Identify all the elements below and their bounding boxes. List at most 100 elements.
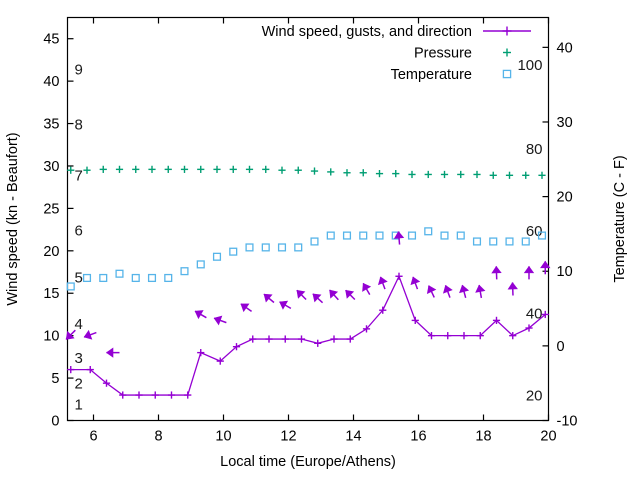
data-point	[82, 273, 92, 283]
data-point	[346, 335, 354, 343]
data-point	[538, 171, 546, 179]
data-point	[261, 243, 270, 252]
data-point	[392, 170, 400, 178]
y-tick-label: 15	[43, 286, 59, 302]
data-point	[492, 316, 501, 324]
data-point	[232, 343, 241, 351]
data-point	[277, 243, 287, 252]
data-point	[314, 339, 322, 347]
wind-direction-arrow	[296, 289, 307, 301]
y-tick-label: 0	[51, 414, 59, 430]
wind-direction-arrow	[523, 265, 535, 280]
wind-direction-arrow	[329, 289, 339, 301]
legend-label: Pressure	[414, 46, 472, 62]
wind-direction-arrow	[442, 284, 453, 298]
data-point	[476, 332, 484, 340]
fahrenheit-scale-label: 100	[517, 57, 542, 74]
data-point	[509, 332, 517, 340]
fahrenheit-scale-label: 80	[526, 141, 543, 158]
data-point	[86, 365, 94, 374]
wind-direction-arrow	[491, 265, 502, 280]
y-tick-label: 20	[43, 244, 59, 260]
x-tick-label: 10	[215, 429, 231, 445]
data-point	[424, 227, 433, 236]
data-point	[164, 165, 172, 173]
data-series-group	[66, 165, 549, 399]
x-tick-label: 20	[540, 429, 556, 445]
data-point	[521, 237, 530, 246]
data-point	[164, 273, 173, 283]
wind-direction-arrow	[393, 231, 405, 245]
data-point	[147, 273, 157, 283]
data-point	[99, 273, 108, 283]
data-point	[167, 391, 176, 399]
data-point	[424, 170, 432, 179]
data-point	[184, 391, 192, 399]
x-tick-label: 12	[280, 429, 296, 445]
data-point	[427, 332, 436, 340]
data-point	[196, 260, 205, 269]
data-point	[541, 310, 549, 319]
legend-item[interactable]: Wind speed, gusts, and direction	[262, 24, 531, 40]
legend-swatch-plus	[503, 48, 511, 57]
wind-direction-arrow	[65, 329, 76, 340]
data-point	[83, 166, 91, 174]
legend-item[interactable]: Temperature	[391, 67, 512, 83]
legend-label: Wind speed, gusts, and direction	[262, 24, 472, 40]
y-tick-label: 45	[43, 32, 59, 48]
data-point	[135, 391, 143, 399]
x-axis-label: Local time (Europe/Athens)	[220, 454, 396, 470]
data-point	[342, 231, 352, 240]
data-point	[375, 231, 384, 240]
data-point	[278, 166, 286, 174]
wind-direction-arrow	[279, 300, 292, 310]
y-tick-label: 25	[43, 201, 59, 217]
data-point	[489, 171, 497, 179]
series-wind	[67, 272, 549, 399]
data-point	[265, 335, 273, 343]
x-tick-label: 14	[345, 429, 361, 445]
data-point	[66, 282, 75, 291]
data-point	[281, 335, 289, 343]
data-point	[180, 267, 189, 276]
x-tick-label: 8	[154, 429, 162, 445]
data-point	[245, 243, 254, 252]
y-tick-label: 10	[43, 329, 59, 345]
legend-item[interactable]: Pressure	[414, 46, 511, 62]
data-point	[379, 306, 387, 314]
y2-tick-label: -10	[557, 414, 578, 430]
y2-tick-label: 30	[557, 115, 573, 131]
data-point	[119, 391, 127, 399]
data-point	[249, 335, 257, 343]
data-point	[99, 165, 107, 173]
data-point	[343, 169, 351, 177]
data-point	[245, 165, 254, 173]
wind-direction-arrow	[213, 315, 227, 326]
x-tick-label: 6	[89, 429, 97, 445]
beaufort-scale-label: 6	[75, 223, 83, 240]
wind-direction-arrow	[426, 285, 437, 298]
data-point	[294, 166, 302, 174]
data-point	[375, 170, 384, 178]
data-point	[411, 316, 419, 324]
wind-direction-arrow	[362, 282, 372, 295]
data-point	[180, 165, 189, 173]
beaufort-scale-label: 5	[75, 269, 83, 286]
y-tick-label: 40	[43, 74, 59, 90]
y-axis-label: Wind speed (kn - Beaufort)	[5, 132, 21, 305]
data-point	[212, 252, 222, 261]
data-point	[440, 231, 449, 240]
data-point	[395, 272, 403, 280]
data-point	[522, 171, 530, 179]
beaufort-scale-label: 7	[75, 167, 83, 184]
wind-direction-arrow	[345, 289, 356, 301]
beaufort-scale-label: 8	[75, 117, 83, 134]
wind-direction-arrow	[194, 310, 207, 320]
wind-direction-arrow	[459, 284, 470, 299]
beaufort-scale-label: 9	[75, 61, 83, 78]
data-point	[473, 170, 481, 179]
y-tick-label: 35	[43, 117, 59, 133]
